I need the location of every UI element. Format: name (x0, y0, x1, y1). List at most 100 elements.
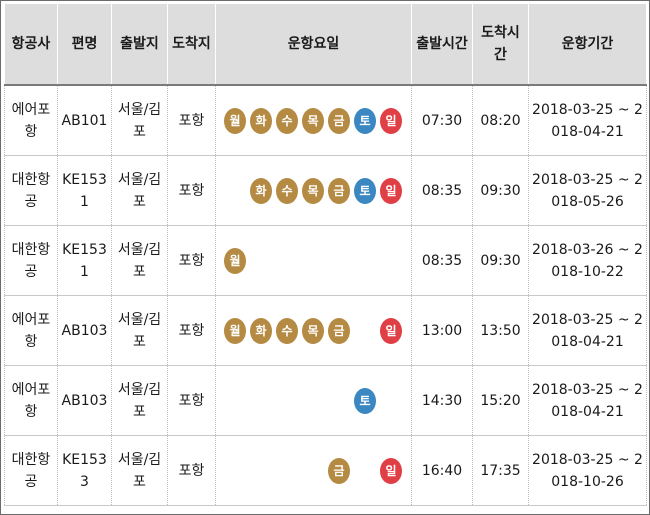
day-empty-slot (224, 388, 246, 414)
day-empty-slot (354, 318, 376, 344)
day-empty-slot (328, 248, 350, 274)
day-empty-slot (276, 458, 298, 484)
departure-time-cell: 14:30 (411, 365, 473, 436)
flight-number-cell: AB101 (57, 85, 112, 156)
arrival-time-cell: 08:20 (472, 85, 529, 156)
header-airline: 항공사 (4, 4, 58, 86)
flight-number-cell: KE1531 (57, 225, 112, 296)
departure-time-cell: 16:40 (411, 435, 473, 506)
day-badge-friday: 금 (328, 107, 350, 134)
origin-cell: 서울/김포 (111, 225, 168, 296)
origin-cell: 서울/김포 (111, 295, 168, 366)
table-row: 에어포항 AB101 서울/김포 포항 월 화 수 목 금 토 일 07:30 08:20 2018-03… (4, 85, 647, 156)
day-badge-monday: 월 (224, 107, 246, 134)
table-row: 대한항공 KE1533 서울/김포 포항 금 일 16:40 17:35 2018-03-25 … (4, 435, 647, 506)
header-departure-time: 출발시간 (411, 4, 473, 86)
day-empty-slot (302, 248, 324, 274)
airline-cell: 에어포항 (4, 295, 58, 366)
day-empty-slot (380, 388, 402, 414)
airline-cell: 대한항공 (4, 225, 58, 296)
day-empty-slot (354, 248, 376, 274)
day-badge-sunday: 일 (380, 457, 402, 484)
day-badge-friday: 금 (328, 457, 350, 484)
day-empty-slot (276, 248, 298, 274)
destination-cell: 포항 (167, 435, 216, 506)
header-flight: 편명 (57, 4, 112, 86)
operating-period-cell: 2018-03-26 ~ 2018-10-22 (528, 225, 647, 296)
departure-time-cell: 13:00 (411, 295, 473, 366)
departure-time-cell: 08:35 (411, 225, 473, 296)
day-badge-sunday: 일 (380, 317, 402, 344)
table-row: 에어포항 AB103 서울/김포 포항 월 화 수 목 금 일 13:00 13:50 2018-03-… (4, 295, 647, 366)
day-badge-tuesday: 화 (250, 107, 272, 134)
destination-cell: 포항 (167, 155, 216, 226)
day-badge-wednesday: 수 (276, 177, 298, 204)
day-badge-friday: 금 (328, 317, 350, 344)
operating-days-cell: 토 (215, 365, 412, 436)
day-empty-slot (250, 248, 272, 274)
origin-cell: 서울/김포 (111, 365, 168, 436)
arrival-time-cell: 13:50 (472, 295, 529, 366)
day-badge-monday: 월 (224, 247, 246, 274)
day-empty-slot (250, 388, 272, 414)
table-row: 에어포항 AB103 서울/김포 포항 토 14:30 15:20 2018-03-25 ~ … (4, 365, 647, 436)
operating-period-cell: 2018-03-25 ~ 2018-04-21 (528, 85, 647, 156)
airline-cell: 에어포항 (4, 85, 58, 156)
operating-period-cell: 2018-03-25 ~ 2018-10-26 (528, 435, 647, 506)
operating-period-cell: 2018-03-25 ~ 2018-04-21 (528, 295, 647, 366)
day-badge-wednesday: 수 (276, 317, 298, 344)
destination-cell: 포항 (167, 365, 216, 436)
origin-cell: 서울/김포 (111, 435, 168, 506)
day-empty-slot (276, 388, 298, 414)
table-row: 대한항공 KE1531 서울/김포 포항 화 수 목 금 토 일 08:35 09:30 2018-03… (4, 155, 647, 226)
day-empty-slot (354, 458, 376, 484)
arrival-time-cell: 17:35 (472, 435, 529, 506)
day-empty-slot (380, 248, 402, 274)
day-empty-slot (224, 458, 246, 484)
airline-cell: 에어포항 (4, 365, 58, 436)
day-empty-slot (302, 458, 324, 484)
day-badge-friday: 금 (328, 177, 350, 204)
day-badge-row: 토 (224, 387, 407, 414)
header-origin: 출발지 (111, 4, 168, 86)
departure-time-cell: 08:35 (411, 155, 473, 226)
day-badge-sunday: 일 (380, 107, 402, 134)
operating-days-cell: 월 (215, 225, 412, 296)
day-empty-slot (302, 388, 324, 414)
destination-cell: 포항 (167, 85, 216, 156)
header-arrival-time: 도착시간 (472, 4, 529, 86)
day-badge-row: 월 (224, 247, 407, 274)
day-badge-thursday: 목 (302, 317, 324, 344)
day-badge-saturday: 토 (354, 107, 376, 134)
arrival-time-cell: 15:20 (472, 365, 529, 436)
flight-number-cell: KE1533 (57, 435, 112, 506)
day-empty-slot (250, 458, 272, 484)
day-badge-tuesday: 화 (250, 317, 272, 344)
destination-cell: 포항 (167, 295, 216, 366)
day-badge-saturday: 토 (354, 387, 376, 414)
operating-period-cell: 2018-03-25 ~ 2018-05-26 (528, 155, 647, 226)
airline-cell: 대한항공 (4, 435, 58, 506)
flight-schedule-table: 항공사 편명 출발지 도착지 운항요일 출발시간 도착시간 운항기간 에어포항 A… (4, 4, 647, 506)
origin-cell: 서울/김포 (111, 85, 168, 156)
day-badge-wednesday: 수 (276, 107, 298, 134)
day-empty-slot (328, 388, 350, 414)
arrival-time-cell: 09:30 (472, 155, 529, 226)
day-badge-thursday: 목 (302, 107, 324, 134)
header-row: 항공사 편명 출발지 도착지 운항요일 출발시간 도착시간 운항기간 (4, 4, 647, 86)
day-empty-slot (224, 178, 246, 204)
day-badge-saturday: 토 (354, 177, 376, 204)
schedule-body: 에어포항 AB101 서울/김포 포항 월 화 수 목 금 토 일 07:30 08:20 2018-03… (4, 85, 647, 506)
table-row: 대한항공 KE1531 서울/김포 포항 월 08:35 09:30 2018-03-26 ~… (4, 225, 647, 296)
day-badge-monday: 월 (224, 317, 246, 344)
flight-number-cell: AB103 (57, 295, 112, 366)
